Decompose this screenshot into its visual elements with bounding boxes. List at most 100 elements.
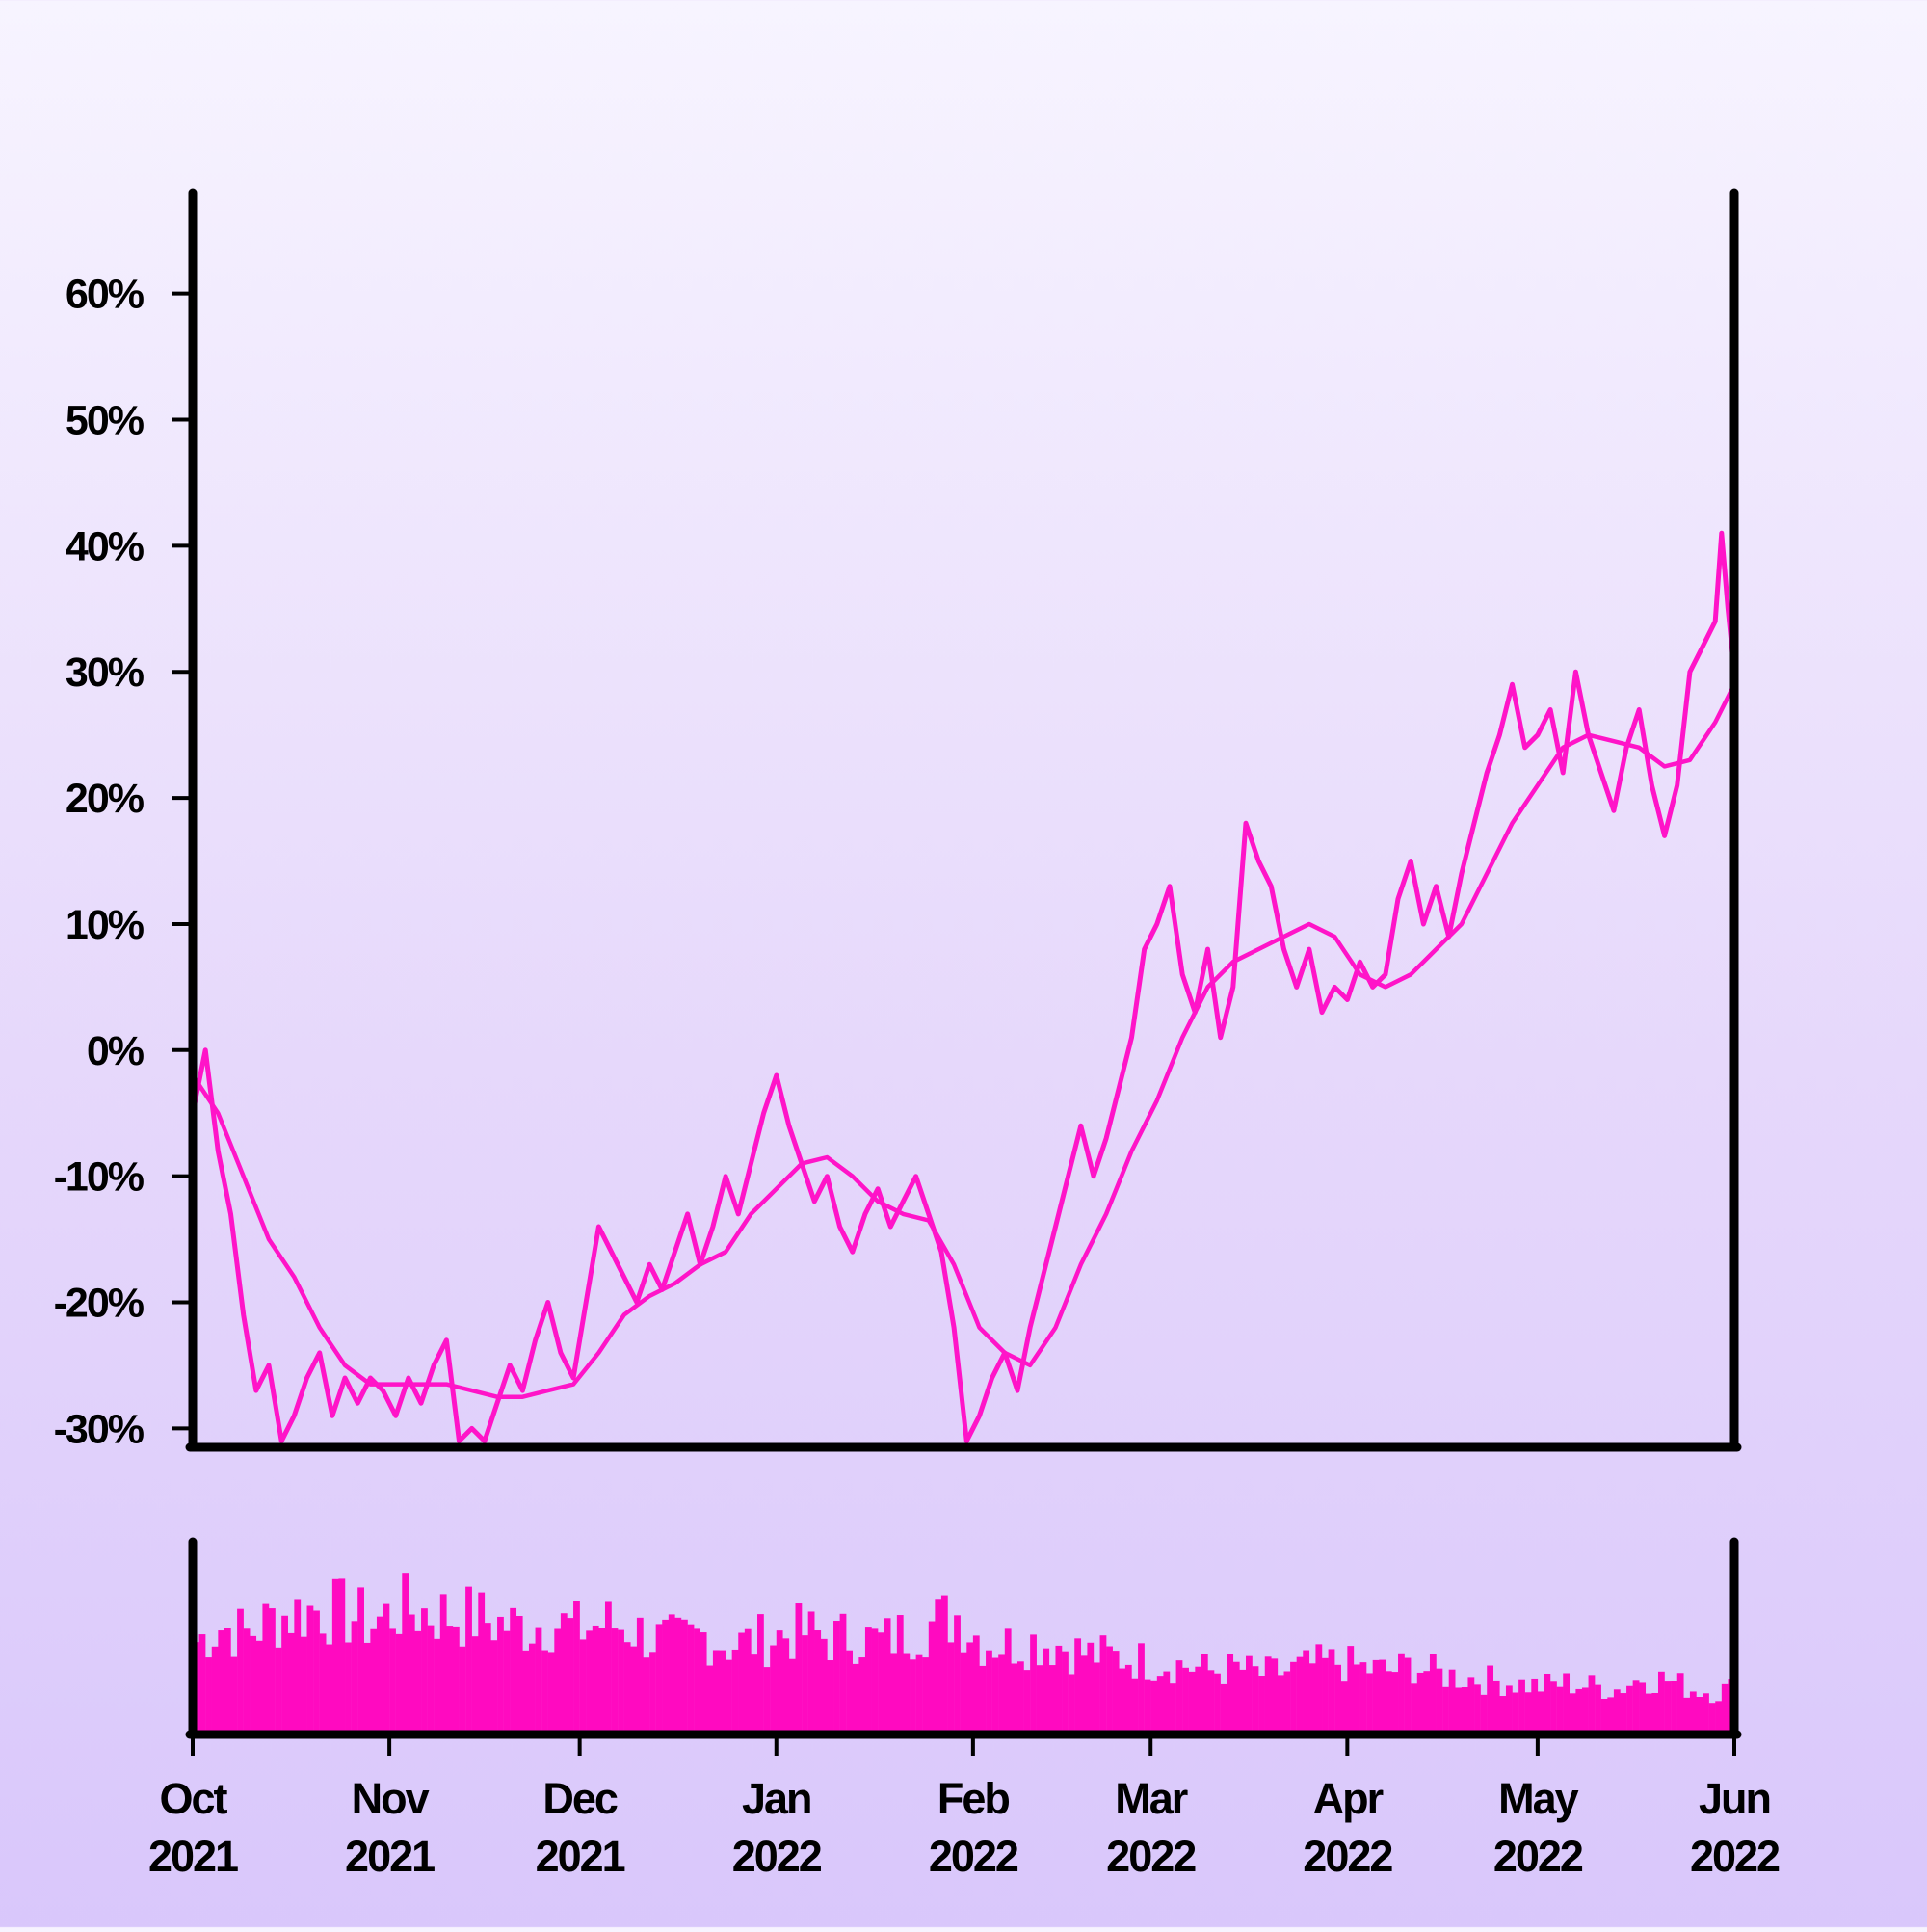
volume-bar	[979, 1665, 987, 1731]
volume-bar	[1379, 1659, 1386, 1731]
volume-bar	[331, 1578, 339, 1731]
volume-bar	[991, 1657, 999, 1731]
y-tick-label: 20%	[66, 776, 145, 822]
volume-bar	[1544, 1673, 1551, 1731]
volume-bar	[306, 1605, 314, 1731]
volume-bar	[643, 1657, 650, 1731]
x-tick-year-label: 2022	[1106, 1832, 1196, 1881]
volume-bar	[434, 1638, 441, 1731]
volume-bar	[1119, 1668, 1126, 1731]
volume-bar	[1404, 1657, 1412, 1731]
volume-bar	[1328, 1649, 1335, 1731]
volume-bar	[1467, 1677, 1475, 1731]
volume-bar	[389, 1628, 396, 1731]
x-tick-month-label: Feb	[937, 1774, 1010, 1823]
volume-bar	[1277, 1675, 1284, 1731]
volume-bar	[313, 1610, 320, 1731]
volume-bar	[395, 1633, 403, 1731]
volume-bar	[427, 1625, 435, 1731]
volume-bar	[788, 1658, 796, 1731]
volume-bar	[910, 1659, 916, 1731]
volume-bar	[370, 1628, 378, 1731]
volume-bar	[1156, 1676, 1164, 1731]
volume-bar	[1353, 1664, 1360, 1731]
volume-bar	[1004, 1628, 1012, 1731]
volume-bar	[1207, 1670, 1215, 1731]
volume-bar	[421, 1608, 428, 1731]
x-tick-year-label: 2021	[148, 1832, 238, 1881]
volume-bar	[1676, 1673, 1684, 1731]
volume-bar	[1264, 1656, 1272, 1731]
volume-bar	[351, 1621, 358, 1731]
volume-bar	[1144, 1679, 1151, 1731]
volume-bar	[1423, 1671, 1431, 1731]
volume-bar	[490, 1640, 498, 1731]
volume-bar	[383, 1603, 390, 1731]
volume-bar	[1220, 1683, 1227, 1731]
y-tick-label: -10%	[54, 1154, 145, 1201]
volume-bar	[1188, 1671, 1196, 1731]
volume-bar	[294, 1599, 302, 1731]
volume-bar	[1227, 1654, 1234, 1731]
volume-bar	[1607, 1697, 1615, 1731]
volume-bar	[662, 1619, 670, 1731]
volume-bar	[376, 1616, 383, 1731]
volume-bar	[1124, 1664, 1132, 1731]
volume-bar	[1391, 1672, 1399, 1731]
volume-bar	[1131, 1678, 1139, 1731]
volume-bar	[1030, 1634, 1037, 1731]
volume-bar	[623, 1642, 631, 1731]
volume-bar	[1182, 1667, 1189, 1731]
volume-bar	[1455, 1687, 1463, 1731]
volume-bar	[1023, 1670, 1031, 1731]
volume-bar	[1308, 1663, 1316, 1731]
volume-bar	[1600, 1698, 1608, 1731]
volume-bar	[839, 1613, 847, 1731]
volume-bars	[193, 1573, 1735, 1731]
volume-bar	[205, 1657, 212, 1731]
volume-bar	[586, 1630, 594, 1731]
volume-bar	[408, 1614, 415, 1731]
volume-bar	[471, 1636, 479, 1731]
volume-bar	[1315, 1644, 1323, 1731]
volume-bar	[896, 1615, 904, 1731]
volume-bar	[1721, 1683, 1729, 1731]
volume-bar	[1112, 1651, 1120, 1731]
volume-bar	[1645, 1693, 1652, 1731]
volume-bar	[541, 1650, 548, 1731]
volume-bar	[1537, 1691, 1544, 1731]
volume-bar	[719, 1650, 726, 1731]
volume-bar	[833, 1621, 840, 1731]
volume-bar	[547, 1652, 555, 1731]
volume-bar	[465, 1586, 472, 1731]
x-tick-year-label: 2022	[1493, 1832, 1583, 1881]
volume-bar	[1283, 1671, 1291, 1731]
volume-bar	[452, 1626, 460, 1731]
volume-bar	[198, 1634, 206, 1731]
volume-bar	[1595, 1684, 1601, 1731]
y-tick-label: 60%	[66, 272, 145, 318]
volume-bar	[655, 1624, 663, 1731]
volume-bar	[1620, 1693, 1627, 1731]
volume-bar	[1581, 1687, 1589, 1731]
volume-bar	[738, 1632, 746, 1731]
volume-bar	[884, 1618, 891, 1731]
volume-bar	[795, 1603, 803, 1731]
volume-bar	[269, 1608, 276, 1731]
volume-bar	[1303, 1650, 1310, 1731]
volume-bar	[744, 1628, 752, 1731]
volume-bar	[1074, 1638, 1082, 1731]
volume-bar	[1689, 1691, 1697, 1731]
volume-bar	[1201, 1654, 1208, 1731]
volume-bar	[922, 1657, 929, 1731]
y-tick-label: 40%	[66, 523, 145, 569]
volume-bar	[1290, 1661, 1297, 1731]
volume-bar	[700, 1632, 707, 1731]
volume-bar	[1651, 1692, 1659, 1731]
x-tick-month-label: Jun	[1699, 1774, 1770, 1823]
volume-bar	[446, 1626, 454, 1731]
volume-bar	[237, 1608, 244, 1731]
volume-bar	[712, 1650, 720, 1731]
volume-bar	[363, 1642, 371, 1731]
volume-bar	[1080, 1655, 1088, 1731]
